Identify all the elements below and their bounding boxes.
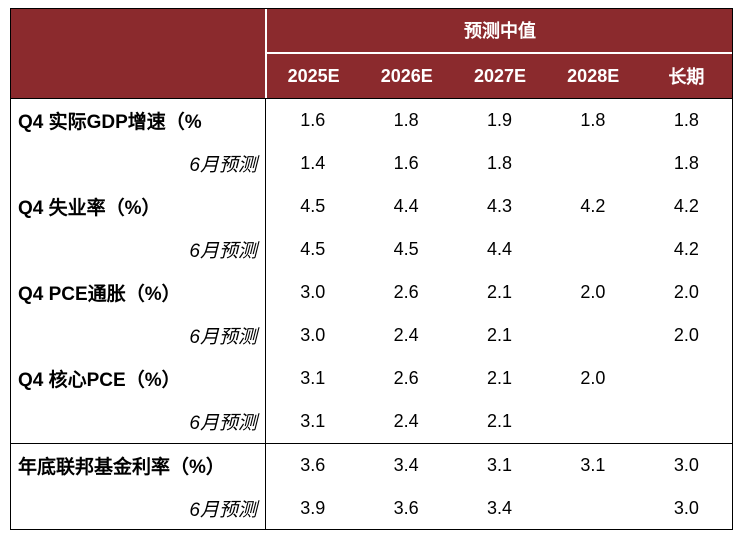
- table-cell: 4.2: [580, 196, 606, 216]
- table-cell: 2.4: [393, 325, 419, 345]
- table-cell: [546, 314, 639, 357]
- table-cell: 3.0: [300, 325, 326, 345]
- row-label: 年底联邦基金利率（%）: [10, 444, 266, 487]
- table-cell: [546, 142, 639, 185]
- row-pce-median: Q4 PCE通胀（%） 3.0 2.6 2.1 2.0 2.0: [10, 271, 733, 314]
- row-gdp-median: Q4 实际GDP增速（% 1.6 1.8 1.9 1.8 1.8: [10, 99, 733, 142]
- column-header-2025e: 2025E: [287, 65, 340, 86]
- table-cell: 3.4: [487, 498, 513, 518]
- row-fed-funds-june: 6月预测 3.9 3.6 3.4 3.0: [10, 487, 733, 530]
- table-cell: 4.2: [673, 239, 699, 259]
- table-cell: 1.8: [673, 153, 699, 173]
- table-cell: 1.6: [300, 110, 326, 130]
- row-label: 6月预测: [10, 228, 266, 271]
- row-core-pce-june: 6月预测 3.1 2.4 2.1: [10, 400, 733, 443]
- table-cell: 2.1: [487, 282, 513, 302]
- column-header-2026e: 2026E: [380, 65, 433, 86]
- table-cell: 1.8: [487, 153, 513, 173]
- table-cell: 4.5: [300, 239, 326, 259]
- table-cell: 3.1: [300, 411, 326, 431]
- table-cell: 1.8: [673, 110, 699, 130]
- table-cell: 4.2: [673, 196, 699, 216]
- column-header-2027e: 2027E: [473, 65, 527, 86]
- table-cell: 2.6: [393, 368, 419, 388]
- row-label: Q4 核心PCE（%）: [10, 357, 266, 400]
- table-body: Q4 实际GDP增速（% 1.6 1.8 1.9 1.8 1.8 6月预测 1.…: [10, 98, 733, 530]
- table-cell: 1.8: [393, 110, 419, 130]
- column-headers: 2025E 2026E 2027E 2028E 长期: [267, 54, 733, 98]
- table-cell: 4.4: [393, 196, 419, 216]
- table-cell: 3.6: [393, 498, 419, 518]
- table-cell: 3.1: [580, 455, 606, 475]
- table-cell: 4.5: [393, 239, 419, 259]
- table-cell: 3.4: [393, 455, 419, 475]
- table-cell: 3.0: [300, 282, 326, 302]
- table-cell: 3.0: [673, 455, 699, 475]
- table-cell: 4.3: [487, 196, 513, 216]
- table-cell: 2.0: [580, 282, 606, 302]
- column-header-2028e: 2028E: [567, 65, 620, 86]
- table-cell: 1.4: [300, 153, 326, 173]
- table-cell: 2.1: [487, 368, 513, 388]
- column-header-longer-run: 长期: [668, 67, 705, 87]
- table-header: 预测中值 2025E 2026E 2027E 2028E 长期: [10, 8, 733, 98]
- row-label: 6月预测: [10, 400, 266, 443]
- row-pce-june: 6月预测 3.0 2.4 2.1 2.0: [10, 314, 733, 357]
- table-cell: 3.1: [487, 455, 513, 475]
- table-cell: [546, 400, 639, 443]
- row-gdp-june: 6月预测 1.4 1.6 1.8 1.8: [10, 142, 733, 185]
- table-cell: [546, 487, 639, 530]
- row-label: 6月预测: [10, 142, 266, 185]
- table-cell: 4.4: [487, 239, 513, 259]
- table-cell: 3.9: [300, 498, 326, 518]
- table-cell: 2.0: [580, 368, 606, 388]
- table-cell: [640, 357, 733, 400]
- table-cell: 3.1: [300, 368, 326, 388]
- header-corner-cell: [10, 8, 265, 98]
- table-cell: 2.0: [673, 282, 699, 302]
- header-divider-vertical: [265, 8, 267, 98]
- row-unemployment-median: Q4 失业率（%） 4.5 4.4 4.3 4.2 4.2: [10, 185, 733, 228]
- header-divider-horizontal: [267, 52, 733, 54]
- row-label: Q4 实际GDP增速（%: [10, 99, 266, 142]
- table-cell: 2.0: [673, 325, 699, 345]
- row-label: 6月预测: [10, 487, 266, 530]
- table-cell: 1.8: [580, 110, 606, 130]
- table-cell: 2.1: [487, 325, 513, 345]
- table-cell: 4.5: [300, 196, 326, 216]
- table-cell: 2.4: [393, 411, 419, 431]
- table-cell: 3.6: [300, 455, 326, 475]
- row-label: Q4 PCE通胀（%）: [10, 271, 266, 314]
- header-group-label: 预测中值: [464, 21, 536, 41]
- row-core-pce-median: Q4 核心PCE（%） 3.1 2.6 2.1 2.0: [10, 357, 733, 400]
- table-cell: 2.1: [487, 411, 513, 431]
- table-cell: [640, 400, 733, 443]
- table-cell: 3.0: [673, 498, 699, 518]
- row-unemployment-june: 6月预测 4.5 4.5 4.4 4.2: [10, 228, 733, 271]
- row-fed-funds-median: 年底联邦基金利率（%） 3.6 3.4 3.1 3.1 3.0: [10, 443, 733, 487]
- table-cell: 2.6: [393, 282, 419, 302]
- table-cell: 1.9: [487, 110, 513, 130]
- row-label: 6月预测: [10, 314, 266, 357]
- table-cell: 1.6: [393, 153, 419, 173]
- table-cell: [546, 228, 639, 271]
- row-label: Q4 失业率（%）: [10, 185, 266, 228]
